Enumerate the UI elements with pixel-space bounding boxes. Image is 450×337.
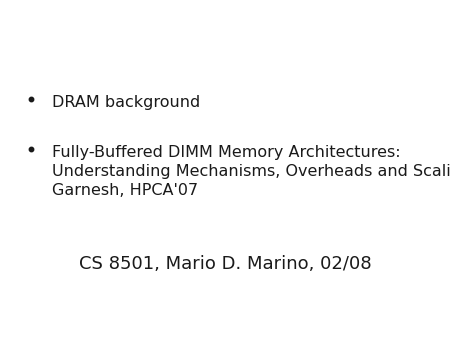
Text: CS 8501, Mario D. Marino, 02/08: CS 8501, Mario D. Marino, 02/08 [79,255,371,273]
Text: DRAM background: DRAM background [52,95,200,110]
Text: Fully-Buffered DIMM Memory Architectures:: Fully-Buffered DIMM Memory Architectures… [52,145,400,160]
Text: Garnesh, HPCA'07: Garnesh, HPCA'07 [52,183,198,198]
Text: Understanding Mechanisms, Overheads and Scaling,: Understanding Mechanisms, Overheads and … [52,164,450,179]
